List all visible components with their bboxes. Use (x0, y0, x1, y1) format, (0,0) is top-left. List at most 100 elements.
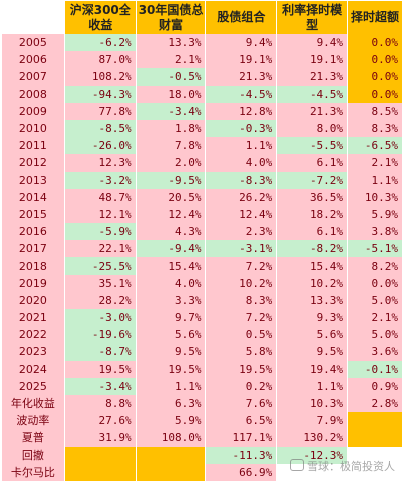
bond30y-cell: 19.5% (135, 360, 207, 378)
stock-bond-cell: 26.2% (205, 188, 278, 206)
stat-stock-bond-cell: 117.1% (205, 429, 278, 447)
excess-cell: -5.1% (347, 240, 403, 258)
stat-bond30y-cell: 5.9% (135, 412, 207, 430)
hs300-cell: -3.2% (63, 171, 137, 189)
header-rate-timing: 利率择时模型 (276, 1, 349, 34)
table-row: 2025 -3.4% 1.1% 0.2% 1.1% 0.9% (1, 377, 403, 395)
stat-hs300-cell: 31.9% (63, 429, 137, 447)
rate-timing-cell: 21.3% (276, 102, 349, 120)
year-cell: 2011 (1, 137, 65, 155)
rate-timing-cell: 18.2% (276, 205, 349, 224)
stats-row-annual-return: 年化收益 8.8% 6.3% 7.6% 10.3% 2.8% (1, 394, 403, 413)
excess-cell: 2.1% (347, 154, 403, 172)
bond30y-cell: 4.0% (135, 274, 207, 292)
bond30y-cell: 9.7% (135, 309, 207, 327)
stat-excess-cell (347, 463, 403, 481)
table-row: 2020 28.2% 3.3% 8.3% 13.3% 5.0% (1, 291, 403, 309)
stat-bond30y-cell: 108.0% (135, 429, 207, 447)
rate-timing-cell: 21.3% (276, 68, 349, 86)
stock-bond-cell: 1.1% (205, 137, 278, 155)
header-row: 沪深300全收益 30年国债总财富 股债组合 利率择时模型 择时超额 (1, 1, 403, 34)
year-cell: 2007 (1, 68, 65, 86)
stat-excess-cell: 2.8% (347, 394, 403, 413)
hs300-cell: -6.2% (63, 34, 137, 52)
bond30y-cell: 13.3% (135, 34, 207, 52)
hs300-cell: 28.2% (63, 291, 137, 309)
bond30y-cell: 18.0% (135, 85, 207, 103)
stock-bond-cell: -8.3% (205, 171, 278, 189)
bond30y-cell: 9.5% (135, 343, 207, 361)
stock-bond-cell: 0.5% (205, 326, 278, 344)
year-cell: 2023 (1, 343, 65, 361)
header-timing-excess: 择时超额 (347, 1, 403, 34)
stats-row-sharpe: 夏普 31.9% 108.0% 117.1% 130.2% (1, 429, 403, 447)
rate-timing-cell: 19.4% (276, 360, 349, 378)
rate-timing-cell: 1.1% (276, 377, 349, 395)
table-row: 2013 -3.2% -9.5% -8.3% -7.2% 1.1% (1, 171, 403, 189)
hs300-cell: 77.8% (63, 102, 137, 120)
bond30y-cell: 2.1% (135, 51, 207, 69)
table-row: 2007 108.2% -0.5% 21.3% 21.3% 0.0% (1, 68, 403, 86)
year-cell: 2020 (1, 291, 65, 309)
year-cell: 2015 (1, 205, 65, 224)
bond30y-cell: 5.6% (135, 326, 207, 344)
header-hs300: 沪深300全收益 (63, 1, 137, 34)
year-cell: 2014 (1, 188, 65, 206)
table-row: 2006 87.0% 2.1% 19.1% 19.1% 0.0% (1, 51, 403, 69)
hs300-cell: -8.5% (63, 119, 137, 138)
stat-label: 年化收益 (1, 394, 65, 413)
rate-timing-cell: 19.1% (276, 51, 349, 69)
stat-stock-bond-cell: 6.5% (205, 412, 278, 430)
table-row: 2011 -26.0% 7.8% 1.1% -5.5% -6.5% (1, 137, 403, 155)
stat-stock-bond-cell: -11.3% (205, 446, 278, 464)
bond30y-cell: -0.5% (135, 68, 207, 86)
excess-cell: 2.1% (347, 309, 403, 327)
bond30y-cell: 1.1% (135, 377, 207, 395)
rate-timing-cell: 10.2% (276, 274, 349, 292)
rate-timing-cell: -7.2% (276, 171, 349, 189)
hs300-cell: -19.6% (63, 326, 137, 344)
bond30y-cell: 3.3% (135, 291, 207, 309)
stat-bond30y-cell (135, 446, 207, 464)
stat-excess-cell (347, 429, 403, 447)
stat-rate-timing-cell: 130.2% (276, 429, 349, 447)
stat-stock-bond-cell: 66.9% (205, 463, 278, 481)
stat-hs300-cell: 27.6% (63, 412, 137, 430)
hs300-cell: -25.5% (63, 257, 137, 275)
rate-timing-cell: 6.1% (276, 154, 349, 172)
stock-bond-cell: 2.3% (205, 223, 278, 241)
excess-cell: -6.5% (347, 137, 403, 155)
excess-cell: 0.0% (347, 51, 403, 69)
year-cell: 2009 (1, 102, 65, 120)
table-row: 2009 77.8% -3.4% 12.8% 21.3% 8.5% (1, 102, 403, 120)
hs300-cell: -3.4% (63, 377, 137, 395)
header-stock-bond: 股债组合 (205, 1, 278, 34)
excess-cell: 8.3% (347, 119, 403, 138)
stat-hs300-cell (63, 463, 137, 481)
excess-cell: 8.2% (347, 257, 403, 275)
hs300-cell: 35.1% (63, 274, 137, 292)
stat-hs300-cell (63, 446, 137, 464)
hs300-cell: 12.3% (63, 154, 137, 172)
table-row: 2014 48.7% 20.5% 26.2% 36.5% 10.3% (1, 188, 403, 206)
table-row: 2012 12.3% 2.0% 4.0% 6.1% 2.1% (1, 154, 403, 172)
year-cell: 2006 (1, 51, 65, 69)
stat-excess-cell (347, 412, 403, 430)
rate-timing-cell: 36.5% (276, 188, 349, 206)
hs300-cell: 87.0% (63, 51, 137, 69)
excess-cell: -0.1% (347, 360, 403, 378)
excess-cell: 5.0% (347, 326, 403, 344)
rate-timing-cell: 9.5% (276, 343, 349, 361)
table-row: 2023 -8.7% 9.5% 5.8% 9.5% 3.6% (1, 343, 403, 361)
header-bond30y: 30年国债总财富 (135, 1, 207, 34)
hs300-cell: -5.9% (63, 223, 137, 241)
table-row: 2019 35.1% 4.0% 10.2% 10.2% 0.0% (1, 274, 403, 292)
year-cell: 2024 (1, 360, 65, 378)
year-cell: 2008 (1, 85, 65, 103)
excess-cell: 8.5% (347, 102, 403, 120)
year-cell: 2012 (1, 154, 65, 172)
table-row: 2017 22.1% -9.4% -3.1% -8.2% -5.1% (1, 240, 403, 258)
bond30y-cell: 4.3% (135, 223, 207, 241)
bond30y-cell: -9.4% (135, 240, 207, 258)
hs300-cell: -3.0% (63, 309, 137, 327)
